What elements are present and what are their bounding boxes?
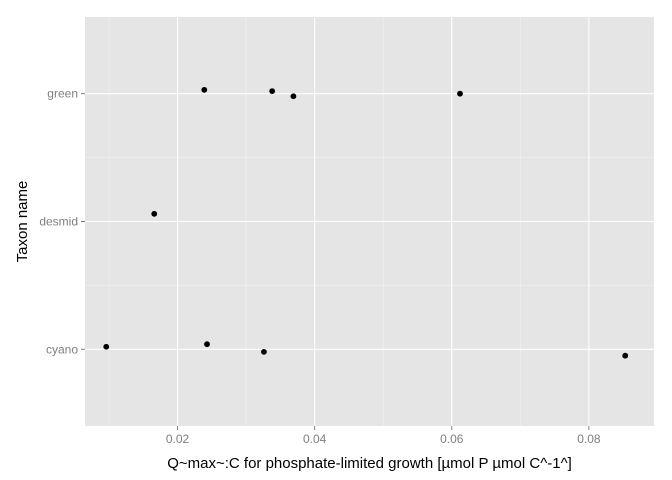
y-axis-ticks: cyano desmid green — [39, 87, 85, 356]
x-axis-ticks: 0.02 0.04 0.06 0.08 — [166, 426, 601, 446]
x-tick-label: 0.02 — [166, 432, 190, 446]
data-point-green — [269, 88, 276, 95]
grid-major — [85, 17, 654, 426]
data-point-desmid — [151, 210, 158, 217]
x-tick-label: 0.08 — [577, 432, 601, 446]
y-tick-label-cyano: cyano — [46, 342, 78, 356]
y-tick-label-desmid: desmid — [39, 215, 78, 229]
x-tick-label: 0.06 — [440, 432, 464, 446]
x-tick-label: 0.04 — [303, 432, 327, 446]
data-point-cyano — [261, 348, 267, 355]
data-point-cyano — [204, 341, 210, 348]
data-point-green — [457, 90, 463, 97]
y-tick-label-green: green — [47, 87, 78, 101]
data-point-cyano — [622, 352, 629, 359]
data-point-green — [201, 86, 208, 93]
y-axis-title: Taxon name — [14, 181, 31, 263]
x-axis-title: Q~max~:C for phosphate-limited growth [µ… — [167, 455, 572, 472]
data-points — [103, 86, 629, 359]
data-point-green — [290, 93, 297, 100]
data-point-cyano — [103, 343, 110, 350]
